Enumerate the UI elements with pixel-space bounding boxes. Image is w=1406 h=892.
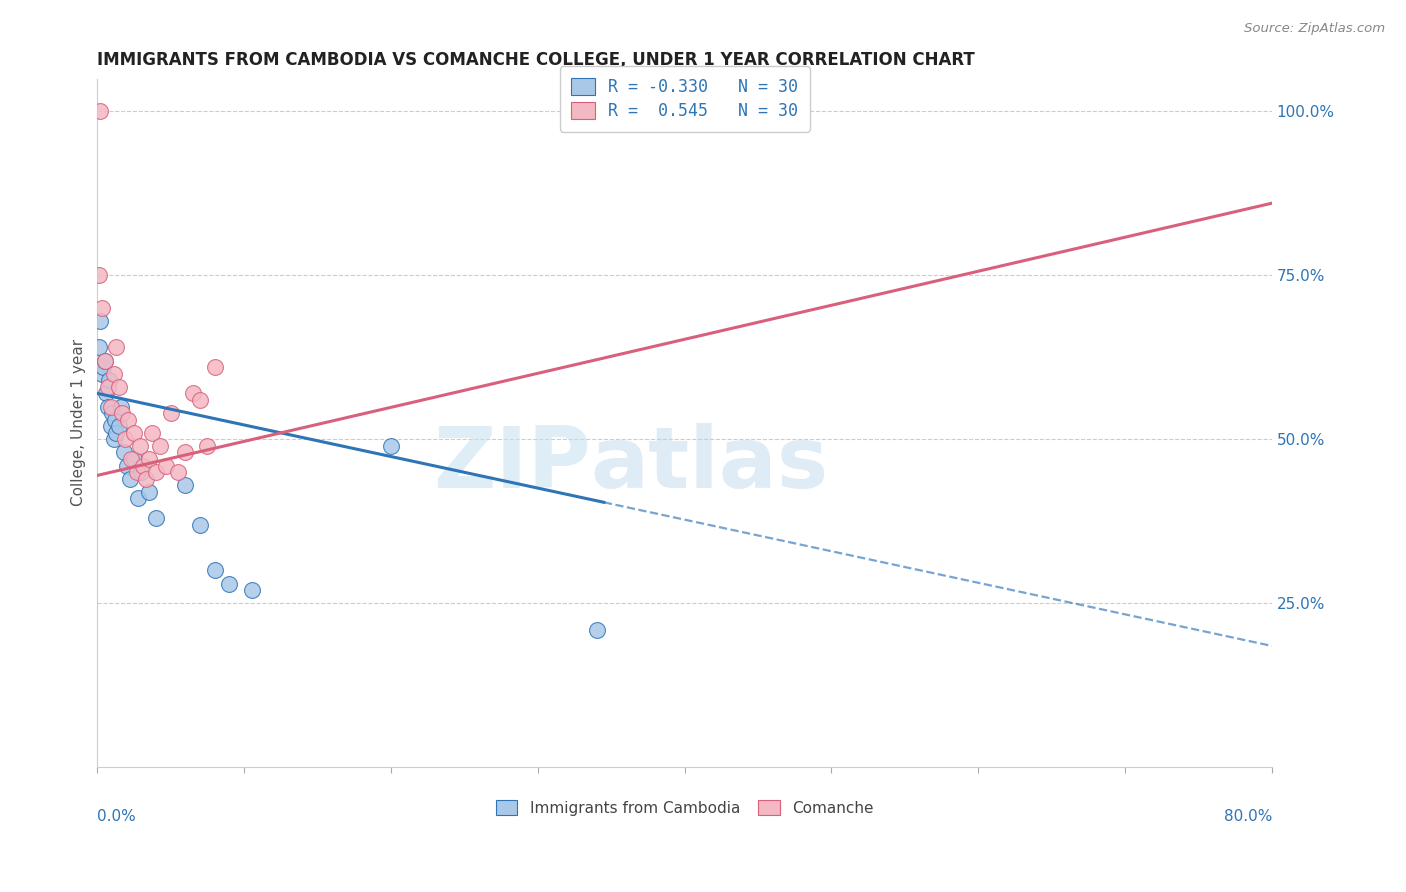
Text: atlas: atlas [591, 423, 830, 506]
Point [131, 465, 153, 479]
Point [114, 433, 136, 447]
Y-axis label: College, Under 1 year: College, Under 1 year [72, 339, 86, 507]
Point [117, 412, 139, 426]
Point [100, 419, 122, 434]
Point [174, 478, 197, 492]
Point [111, 406, 134, 420]
Text: 0.0%: 0.0% [97, 808, 136, 823]
Point [204, 564, 226, 578]
Text: Source: ZipAtlas.com: Source: ZipAtlas.com [1244, 22, 1385, 36]
Point [105, 425, 128, 440]
Point [90, 301, 112, 315]
Point [181, 386, 204, 401]
Point [104, 412, 127, 426]
Point [96, 386, 118, 401]
Point [98, 373, 121, 387]
Point [115, 458, 138, 473]
Point [218, 576, 240, 591]
Point [93, 353, 115, 368]
Point [103, 367, 125, 381]
Point [204, 360, 226, 375]
Point [141, 425, 163, 440]
Point [118, 472, 141, 486]
Point [240, 583, 263, 598]
Point [90, 367, 112, 381]
Point [103, 433, 125, 447]
Point [138, 484, 160, 499]
Point [97, 380, 120, 394]
Point [127, 491, 149, 506]
Point [89, 314, 111, 328]
Point [149, 439, 172, 453]
Point [132, 458, 155, 473]
Point [87, 341, 110, 355]
Point [100, 400, 122, 414]
Point [112, 445, 135, 459]
Point [122, 425, 145, 440]
Point [585, 623, 607, 637]
Point [167, 465, 190, 479]
Legend: Immigrants from Cambodia, Comanche: Immigrants from Cambodia, Comanche [489, 793, 879, 822]
Point [89, 104, 111, 119]
Point [159, 406, 181, 420]
Point [108, 380, 131, 394]
Point [188, 392, 211, 407]
Point [87, 268, 110, 283]
Text: IMMIGRANTS FROM CAMBODIA VS COMANCHE COLLEGE, UNDER 1 YEAR CORRELATION CHART: IMMIGRANTS FROM CAMBODIA VS COMANCHE COL… [97, 51, 976, 69]
Point [91, 360, 114, 375]
Text: ZIP: ZIP [433, 423, 591, 506]
Point [145, 511, 167, 525]
Point [108, 419, 131, 434]
Point [93, 353, 115, 368]
Point [120, 452, 142, 467]
Point [110, 400, 132, 414]
Point [197, 439, 219, 453]
Point [138, 452, 160, 467]
Text: 80.0%: 80.0% [1223, 808, 1272, 823]
Point [101, 406, 124, 420]
Point [97, 400, 120, 414]
Point [105, 341, 128, 355]
Point [145, 465, 167, 479]
Point [129, 439, 152, 453]
Point [188, 517, 211, 532]
Point [155, 458, 177, 473]
Point [174, 445, 197, 459]
Point [135, 472, 157, 486]
Point [380, 439, 402, 453]
Point [125, 465, 148, 479]
Point [122, 452, 145, 467]
